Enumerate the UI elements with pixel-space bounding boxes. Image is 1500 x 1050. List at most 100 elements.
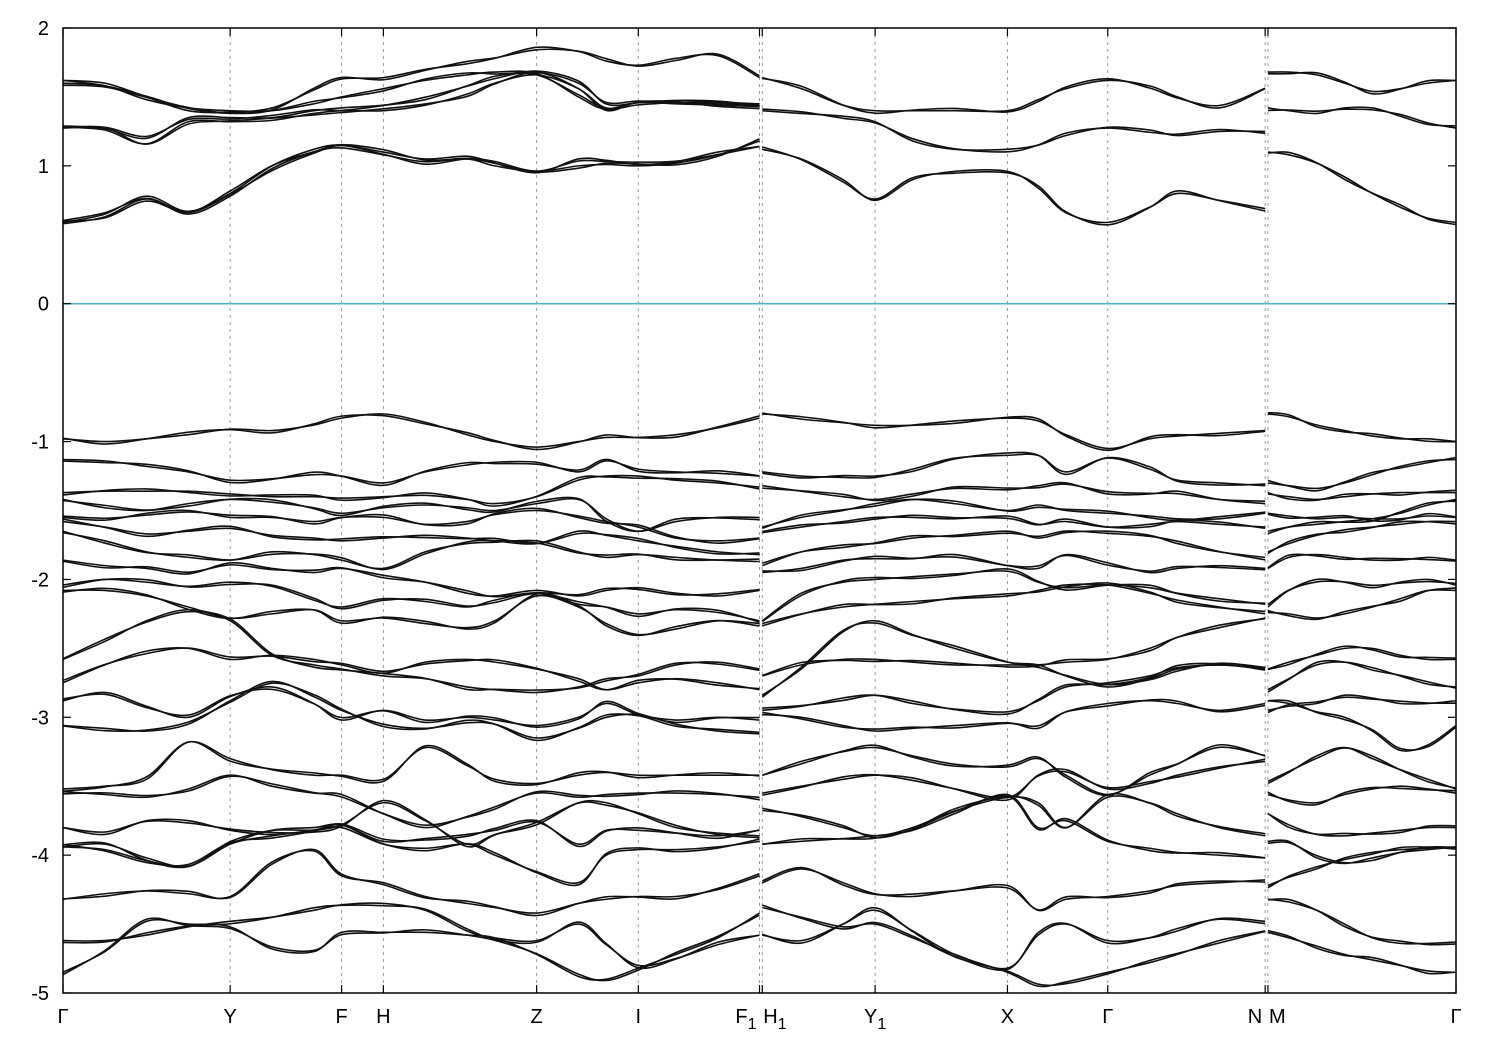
band-line-pair xyxy=(62,799,760,848)
band-line xyxy=(62,826,760,885)
band-line-pair xyxy=(761,568,1266,623)
band-line xyxy=(762,553,1266,574)
x-tick-label: H1 xyxy=(763,1006,786,1033)
band-line-pair xyxy=(62,71,760,115)
band-line-pair xyxy=(762,108,1266,153)
band-line-pair xyxy=(1267,489,1457,502)
band-line xyxy=(762,109,1266,151)
y-tick-label: 2 xyxy=(38,18,49,40)
band-line-pair xyxy=(1267,645,1457,671)
band-line-pair xyxy=(762,554,1266,573)
band-line-pair xyxy=(62,414,760,451)
band-line-pair xyxy=(62,914,760,982)
band-line xyxy=(1267,813,1457,837)
band-line-pair xyxy=(62,577,760,623)
band-line xyxy=(62,474,760,505)
x-tick-label: Y xyxy=(223,1006,236,1028)
band-line-pair xyxy=(762,698,1266,730)
x-tick-label: Γ xyxy=(1450,1006,1461,1028)
band-line-pair xyxy=(62,496,760,533)
band-line xyxy=(62,46,760,114)
band-line xyxy=(762,868,1266,912)
x-tick-label: M xyxy=(1269,1006,1286,1028)
band-line-pair xyxy=(1267,71,1457,95)
band-line-pair xyxy=(762,483,1266,502)
band-line xyxy=(62,589,760,636)
x-tick-label: X xyxy=(1001,1006,1014,1028)
band-line-pair xyxy=(762,582,1266,627)
band-line-pair xyxy=(62,138,760,223)
band-line-pair xyxy=(1267,553,1457,569)
band-line-pair xyxy=(1267,846,1457,889)
band-line xyxy=(761,619,1266,696)
band-line-pair xyxy=(762,744,1266,797)
band-line-pair xyxy=(1267,456,1457,492)
band-line-pair xyxy=(762,662,1266,716)
y-tick-label: -1 xyxy=(31,432,49,454)
band-line-pair xyxy=(62,530,760,571)
band-line xyxy=(62,912,760,981)
band-line-pair xyxy=(62,775,760,826)
band-line-pair xyxy=(762,77,1266,115)
band-line-pair xyxy=(1267,512,1457,522)
band-line xyxy=(1267,931,1457,974)
band-line-pair xyxy=(62,475,760,507)
band-line xyxy=(762,699,1266,732)
band-line-pair xyxy=(1267,929,1457,975)
band-line-pair xyxy=(1267,747,1457,789)
band-line-pair xyxy=(62,682,760,742)
band-line-pair xyxy=(762,412,1266,452)
band-line xyxy=(1267,898,1457,945)
y-tick-label: -3 xyxy=(31,707,49,729)
band-line-pair xyxy=(62,688,760,728)
x-tick-label: Γ xyxy=(1102,1006,1113,1028)
x-tick-label: N xyxy=(1248,1006,1262,1028)
band-lines xyxy=(62,46,1457,988)
band-line-pair xyxy=(1267,108,1457,129)
band-line-pair xyxy=(62,823,760,887)
band-line xyxy=(62,520,760,556)
band-line-pair xyxy=(62,458,760,487)
x-tick-label: F1 xyxy=(735,1006,756,1033)
band-line-pair xyxy=(1267,898,1457,946)
band-line-pair xyxy=(762,146,1266,226)
band-line-pair xyxy=(762,530,1266,564)
band-line-pair xyxy=(62,848,760,917)
x-tick-label: F xyxy=(335,1006,347,1028)
band-line-pair xyxy=(1267,411,1457,443)
band-line-pair xyxy=(762,451,1266,486)
y-tick-label: 0 xyxy=(38,294,49,316)
band-line-pair xyxy=(1267,786,1457,806)
band-line-pair xyxy=(762,514,1266,533)
band-line-pair xyxy=(762,792,1266,839)
y-tick-label: -2 xyxy=(31,569,49,591)
band-line xyxy=(62,71,760,140)
band-line-pair xyxy=(1267,812,1457,836)
band-line-pair xyxy=(62,647,760,691)
band-line-pair xyxy=(762,758,1266,799)
y-tick-label: 1 xyxy=(38,156,49,178)
band-line-pair xyxy=(62,610,760,691)
band-line xyxy=(1267,839,1457,865)
y-tick-label: -5 xyxy=(31,983,49,1005)
band-line-pair xyxy=(1267,587,1457,621)
band-line xyxy=(62,799,760,846)
x-tick-label: Γ xyxy=(57,1006,68,1028)
band-line-pair xyxy=(62,741,760,793)
x-tick-label: I xyxy=(636,1006,642,1028)
band-line-pair xyxy=(62,507,760,544)
band-line-pair xyxy=(762,866,1266,911)
band-line xyxy=(1267,785,1457,804)
band-line-pair xyxy=(762,617,1266,677)
band-line-pair xyxy=(62,71,760,145)
band-line-pair xyxy=(1267,520,1457,555)
band-line xyxy=(1267,106,1457,127)
band-line-pair xyxy=(1267,699,1457,751)
band-line-pair xyxy=(1267,151,1457,226)
band-line-pair xyxy=(762,904,1266,971)
band-line-pair xyxy=(62,518,760,555)
x-tick-label: Y1 xyxy=(864,1006,886,1033)
band-line-pair xyxy=(762,794,1266,859)
